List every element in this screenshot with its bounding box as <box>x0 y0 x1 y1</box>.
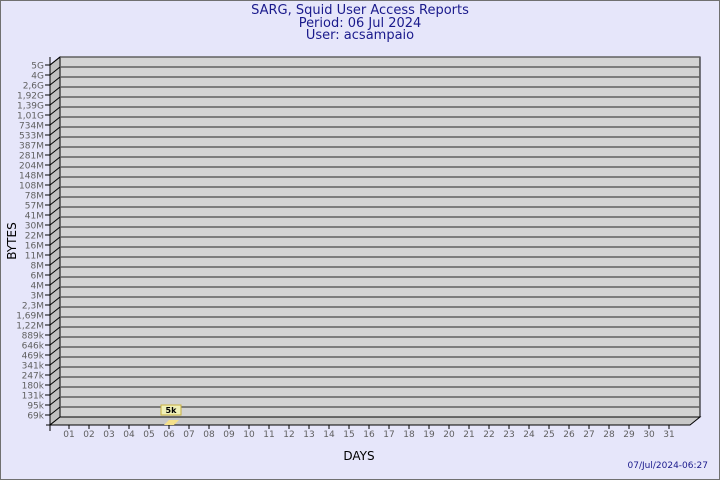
x-tick-label: 11 <box>263 430 274 440</box>
y-tick-label: 95k <box>27 402 44 412</box>
y-tick-label: 41M <box>25 212 44 222</box>
bar-value-label: 5k <box>166 406 178 415</box>
x-tick-label: 27 <box>583 430 594 440</box>
x-tick-label: 31 <box>663 430 674 440</box>
chart-user: User: acsampaio <box>305 28 415 43</box>
y-tick-label: 889k <box>22 332 45 342</box>
y-tick-label: 16M <box>25 242 44 252</box>
x-tick-label: 06 <box>163 430 175 440</box>
x-tick-label: 01 <box>63 430 74 440</box>
y-tick-label: 533M <box>19 132 44 142</box>
x-tick-label: 15 <box>343 430 354 440</box>
x-tick-label: 05 <box>143 430 154 440</box>
y-tick-label: 148M <box>19 172 44 182</box>
x-tick-label: 13 <box>303 430 314 440</box>
y-tick-label: 78M <box>25 192 44 202</box>
x-axis-label: DAYS <box>343 449 374 463</box>
y-tick-label: 247k <box>22 372 45 382</box>
x-tick-label: 29 <box>623 430 635 440</box>
x-tick-label: 08 <box>203 430 215 440</box>
y-tick-label: 646k <box>22 342 45 352</box>
y-tick-label: 108M <box>19 182 44 192</box>
y-tick-label: 1,69M <box>16 312 44 322</box>
x-tick-label: 12 <box>283 430 294 440</box>
bar-value-label-box <box>160 404 182 416</box>
y-tick-label: 69k <box>27 412 44 422</box>
x-tick-label: 21 <box>463 430 474 440</box>
y-tick-label: 22M <box>25 232 44 242</box>
x-tick-label: 24 <box>523 430 535 440</box>
floor <box>48 416 702 426</box>
bar-day-06 <box>164 420 179 425</box>
x-tick-label: 18 <box>403 430 415 440</box>
y-tick-label: 1,92G <box>17 92 44 102</box>
y-axis-label: BYTES <box>5 222 19 259</box>
y-tick-label: 30M <box>25 222 44 232</box>
y-tick-label: 281M <box>19 152 44 162</box>
y-tick-label: 734M <box>19 122 44 132</box>
x-tick-label: 14 <box>323 430 335 440</box>
x-tick-label: 22 <box>483 430 494 440</box>
x-tick-label: 10 <box>243 430 255 440</box>
y-tick-label: 8M <box>31 262 45 272</box>
x-tick-label: 07 <box>183 430 194 440</box>
y-tick-label: 180k <box>22 382 45 392</box>
y-tick-label: 387M <box>19 142 44 152</box>
y-tick-label: 204M <box>19 162 44 172</box>
y-tick-label: 6M <box>31 272 45 282</box>
x-tick-label: 26 <box>563 430 575 440</box>
y-tick-label: 11M <box>25 252 44 262</box>
y-tick-label: 57M <box>25 202 44 212</box>
x-tick-label: 30 <box>643 430 655 440</box>
generated-timestamp: 07/Jul/2024-06:27 <box>627 461 708 471</box>
x-tick-label: 25 <box>543 430 554 440</box>
x-tick-label: 04 <box>123 430 135 440</box>
y-tick-label: 1,39G <box>17 102 44 112</box>
x-tick-label: 03 <box>103 430 114 440</box>
y-tick-label: 4M <box>31 282 45 292</box>
y-tick-label: 2,3M <box>22 302 44 312</box>
y-tick-label: 2,6G <box>23 82 44 92</box>
x-tick-label: 19 <box>423 430 435 440</box>
chart-period: Period: 06 Jul 2024 <box>298 16 422 31</box>
y-tick-label: 3M <box>31 292 45 302</box>
x-tick-label: 17 <box>383 430 394 440</box>
y-tick-label: 5G <box>31 62 44 72</box>
x-tick-label: 23 <box>503 430 514 440</box>
y-tick-label: 341k <box>22 362 45 372</box>
x-tick-label: 28 <box>603 430 615 440</box>
chart-title: SARG, Squid User Access Reports <box>251 3 469 18</box>
y-tick-label: 1,01G <box>17 112 44 122</box>
y-tick-label: 4G <box>31 72 44 82</box>
x-tick-label: 09 <box>223 430 235 440</box>
x-tick-label: 02 <box>83 430 94 440</box>
y-tick-label: 469k <box>22 352 45 362</box>
y-tick-label: 131k <box>22 392 45 402</box>
x-tick-label: 20 <box>443 430 455 440</box>
x-tick-label: 16 <box>363 430 375 440</box>
y-tick-label: 1,22M <box>16 322 44 332</box>
